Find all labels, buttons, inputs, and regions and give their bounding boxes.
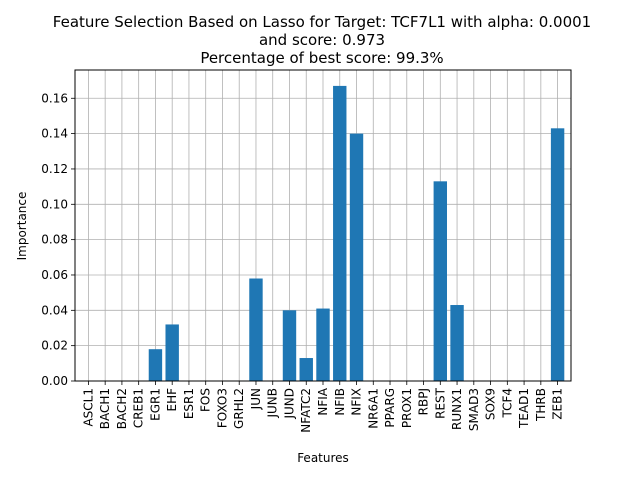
x-tick-label: ZEB1 xyxy=(551,388,565,420)
x-tick-label: FOS xyxy=(199,388,213,412)
x-tick-label: JUN xyxy=(249,388,263,410)
x-tick-label: BACH1 xyxy=(98,388,112,429)
y-tick-label: 0.02 xyxy=(41,339,68,353)
y-tick-label: 0.00 xyxy=(41,374,68,388)
bar-nfatc2 xyxy=(299,358,313,381)
bar-ehf xyxy=(165,324,179,381)
x-tick-label: TCF4 xyxy=(500,388,514,419)
bar-nfib xyxy=(333,85,347,381)
x-tick-label: SMAD3 xyxy=(467,388,481,431)
chart-title-line-1: Feature Selection Based on Lasso for Tar… xyxy=(53,13,591,31)
bar-jund xyxy=(282,310,297,381)
x-tick-label: REST xyxy=(433,387,447,419)
bar-zeb1 xyxy=(550,128,565,381)
x-tick-label: JUNB xyxy=(266,388,280,419)
x-tick-label: NFIB xyxy=(333,388,347,416)
bar-nfia xyxy=(316,308,330,381)
bar-nfix xyxy=(349,133,364,381)
bar-rest xyxy=(433,181,447,381)
bar-jun xyxy=(249,278,263,381)
x-tick-label: NR6A1 xyxy=(366,388,380,429)
chart-title-line-3: Percentage of best score: 99.3% xyxy=(200,49,443,67)
y-axis-label: Importance xyxy=(15,192,29,261)
x-tick-label: SOX9 xyxy=(484,388,498,420)
y-tick-label: 0.06 xyxy=(41,268,68,282)
y-tick-label: 0.10 xyxy=(41,197,68,211)
y-tick-label: 0.04 xyxy=(41,303,68,317)
x-tick-label: BACH2 xyxy=(115,388,129,429)
x-tick-label: NFIA xyxy=(316,387,330,415)
y-tick-label: 0.14 xyxy=(41,127,68,141)
x-tick-label: ESR1 xyxy=(182,388,196,419)
x-tick-label: CREB1 xyxy=(132,388,146,428)
x-axis-label: Features xyxy=(297,451,349,465)
chart-title-line-2: and score: 0.973 xyxy=(259,31,385,49)
y-tick-label: 0.12 xyxy=(41,162,68,176)
bar-runx1 xyxy=(450,305,464,381)
bar-egr1 xyxy=(148,349,163,381)
x-tick-label: PPARG xyxy=(383,388,397,428)
x-tick-label: THRB xyxy=(534,388,548,422)
x-tick-label: JUND xyxy=(282,388,296,420)
x-tick-label: NFIX xyxy=(350,388,364,416)
x-axis-ticks: ASCL1 BACH1 BACH2 CREB1 EGR1 EHF ESR1 FOS FOXO3 G… xyxy=(81,381,565,433)
y-tick-label: 0.16 xyxy=(41,91,68,105)
x-tick-label: EGR1 xyxy=(148,388,162,421)
x-tick-label: FOXO3 xyxy=(215,388,229,428)
x-tick-label: RBPJ xyxy=(417,388,431,415)
x-tick-label: EHF xyxy=(165,388,179,412)
x-tick-label: TEAD1 xyxy=(517,388,531,429)
x-tick-label: PROX1 xyxy=(400,388,414,428)
plot-frame xyxy=(74,69,572,382)
x-tick-label: NFATC2 xyxy=(299,388,313,433)
x-tick-label: ASCL1 xyxy=(81,388,95,427)
y-tick-label: 0.08 xyxy=(41,233,68,247)
x-tick-label: GRHL2 xyxy=(232,388,246,429)
x-tick-label: RUNX1 xyxy=(450,388,464,430)
bar-series xyxy=(148,85,565,381)
y-axis-ticks: 0.00 0.02 0.04 0.06 0.08 0.10 0.12 0.14 0.16 xyxy=(41,91,75,388)
